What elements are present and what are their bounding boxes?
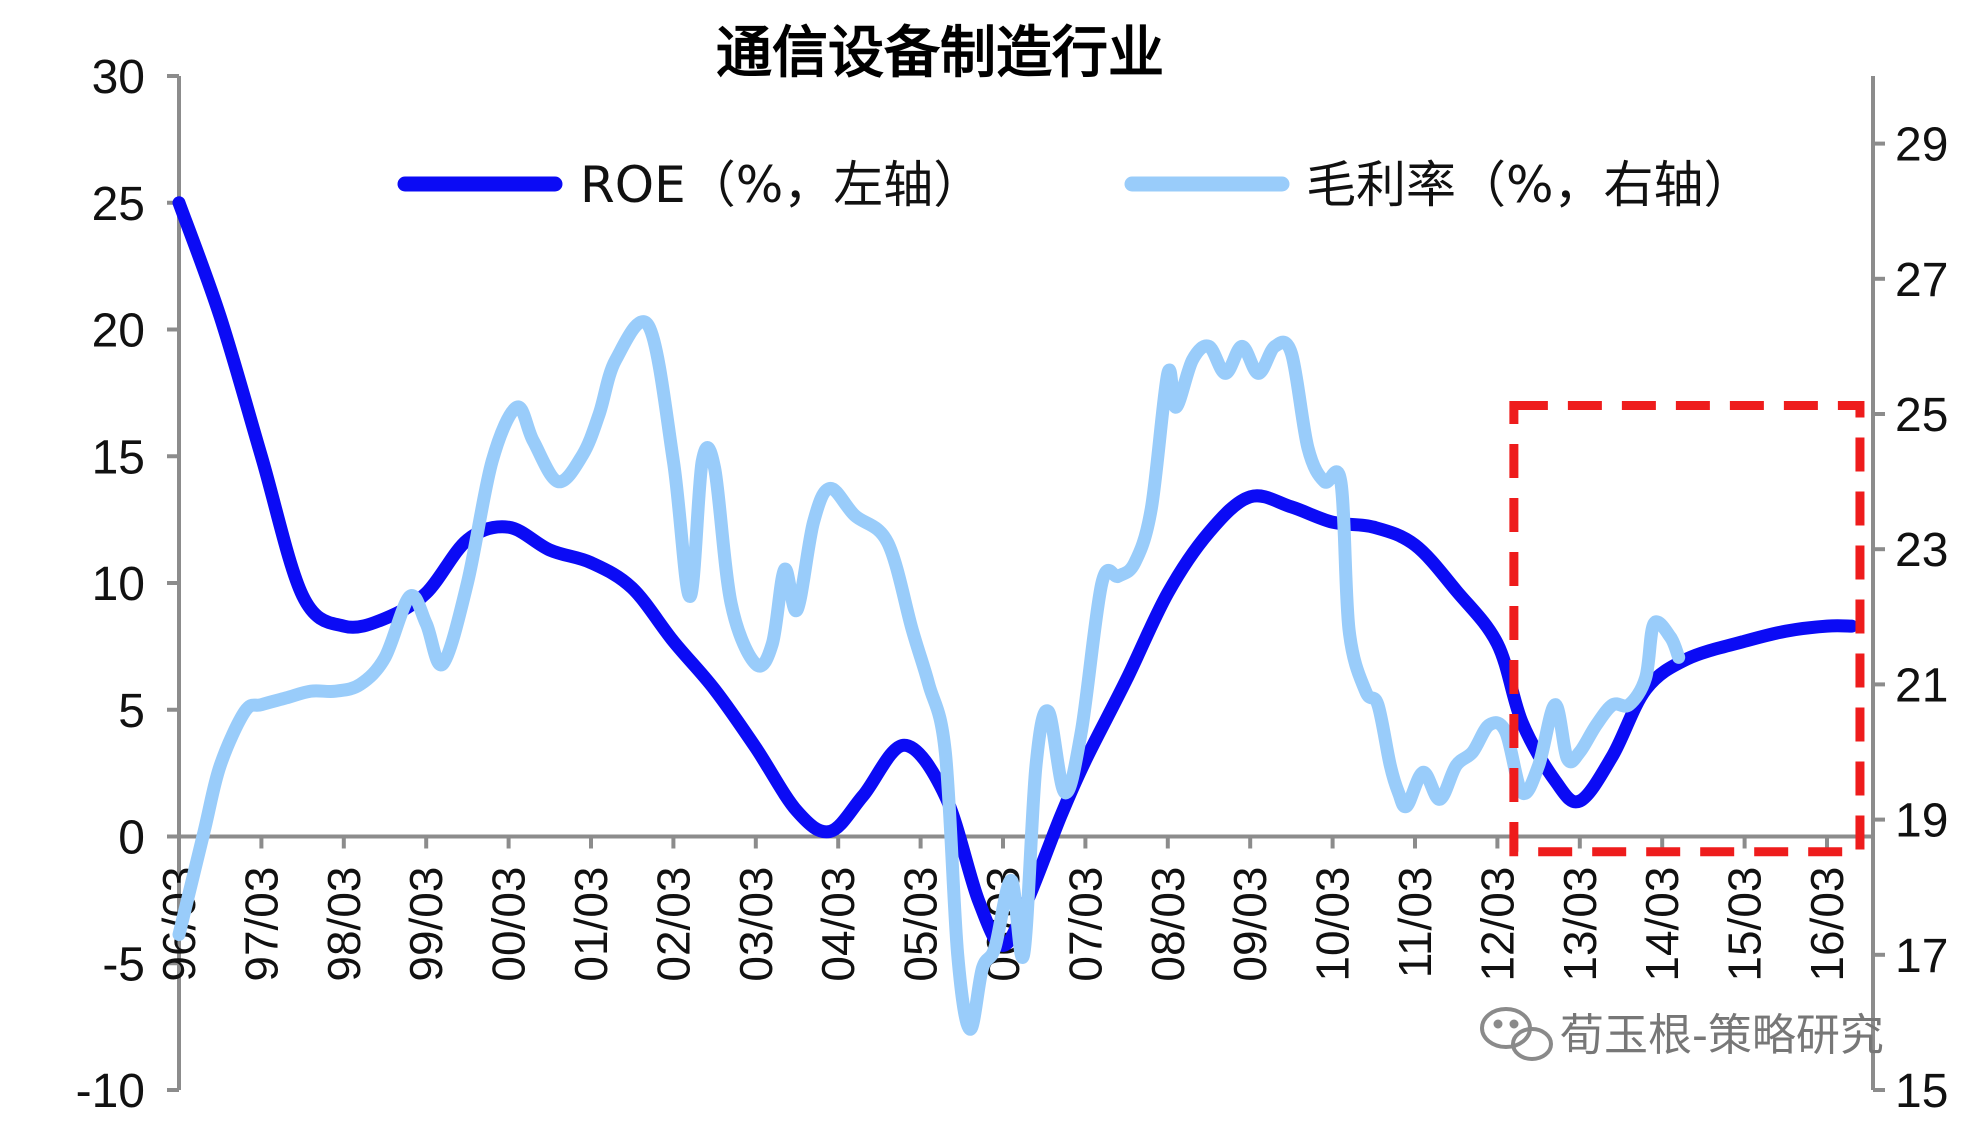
x-tick-label: 07/03 <box>1059 867 1111 982</box>
x-tick-label: 12/03 <box>1471 867 1523 982</box>
right-tick-label: 19 <box>1895 795 1948 848</box>
x-tick-label: 03/03 <box>730 867 782 982</box>
left-tick-label: 30 <box>92 51 145 104</box>
x-tick-label: 16/03 <box>1801 867 1853 982</box>
series-line-roe <box>172 196 1859 952</box>
wechat-icon <box>1480 1007 1553 1061</box>
x-tick-label: 14/03 <box>1636 867 1688 982</box>
right-tick-label: 29 <box>1895 119 1948 172</box>
x-tick-label: 09/03 <box>1224 867 1276 982</box>
series-line-gross-margin <box>172 315 1686 1036</box>
x-axis-ticks: 96/03 97/03 98/03 99/03 00/03 01/03 02/03 03/03… <box>153 836 1853 982</box>
x-tick-label: 00/03 <box>483 867 535 982</box>
watermark: 荀玉根-策略研究 <box>1480 1007 1884 1061</box>
x-tick-label: 99/03 <box>400 867 452 982</box>
x-tick-label: 01/03 <box>565 867 617 982</box>
x-tick-label: 13/03 <box>1554 867 1606 982</box>
x-tick-label: 97/03 <box>235 867 287 982</box>
left-tick-label: 20 <box>92 305 145 358</box>
left-tick-label: 25 <box>92 178 145 231</box>
x-tick-label: 98/03 <box>318 867 370 982</box>
left-axis-ticks: 30 25 20 15 10 5 0 -5 -10 <box>76 51 179 1118</box>
left-tick-label: 10 <box>92 558 145 611</box>
x-tick-label: 08/03 <box>1142 867 1194 982</box>
right-axis-ticks: 29 27 25 23 21 19 17 15 <box>1873 119 1948 1118</box>
legend-label-roe: ROE（%，左轴） <box>580 156 983 214</box>
x-tick-label: 04/03 <box>812 867 864 982</box>
watermark-text: 荀玉根-策略研究 <box>1560 1010 1884 1061</box>
right-tick-label: 27 <box>1895 254 1948 307</box>
right-tick-label: 23 <box>1895 524 1948 577</box>
left-tick-label: 0 <box>118 812 145 865</box>
left-tick-label: 5 <box>118 685 145 738</box>
right-tick-label: 21 <box>1895 659 1948 712</box>
right-tick-label: 17 <box>1895 930 1948 983</box>
highlight-box <box>1509 401 1865 857</box>
x-tick-label: 15/03 <box>1719 867 1771 982</box>
legend-label-gross-margin: 毛利率（%，右轴） <box>1306 156 1754 214</box>
right-tick-label: 25 <box>1895 389 1948 442</box>
left-tick-label: 15 <box>92 431 145 484</box>
left-tick-label: -5 <box>102 938 145 991</box>
legend: ROE（%，左轴） 毛利率（%，右轴） <box>397 156 1754 214</box>
x-tick-label: 11/03 <box>1389 867 1441 979</box>
left-tick-label: -10 <box>76 1065 145 1118</box>
chart-title: 通信设备制造行业 <box>716 20 1164 86</box>
x-tick-label: 10/03 <box>1307 867 1359 982</box>
x-tick-label: 05/03 <box>895 867 947 982</box>
x-tick-label: 02/03 <box>647 867 699 982</box>
right-tick-label: 15 <box>1895 1065 1948 1118</box>
